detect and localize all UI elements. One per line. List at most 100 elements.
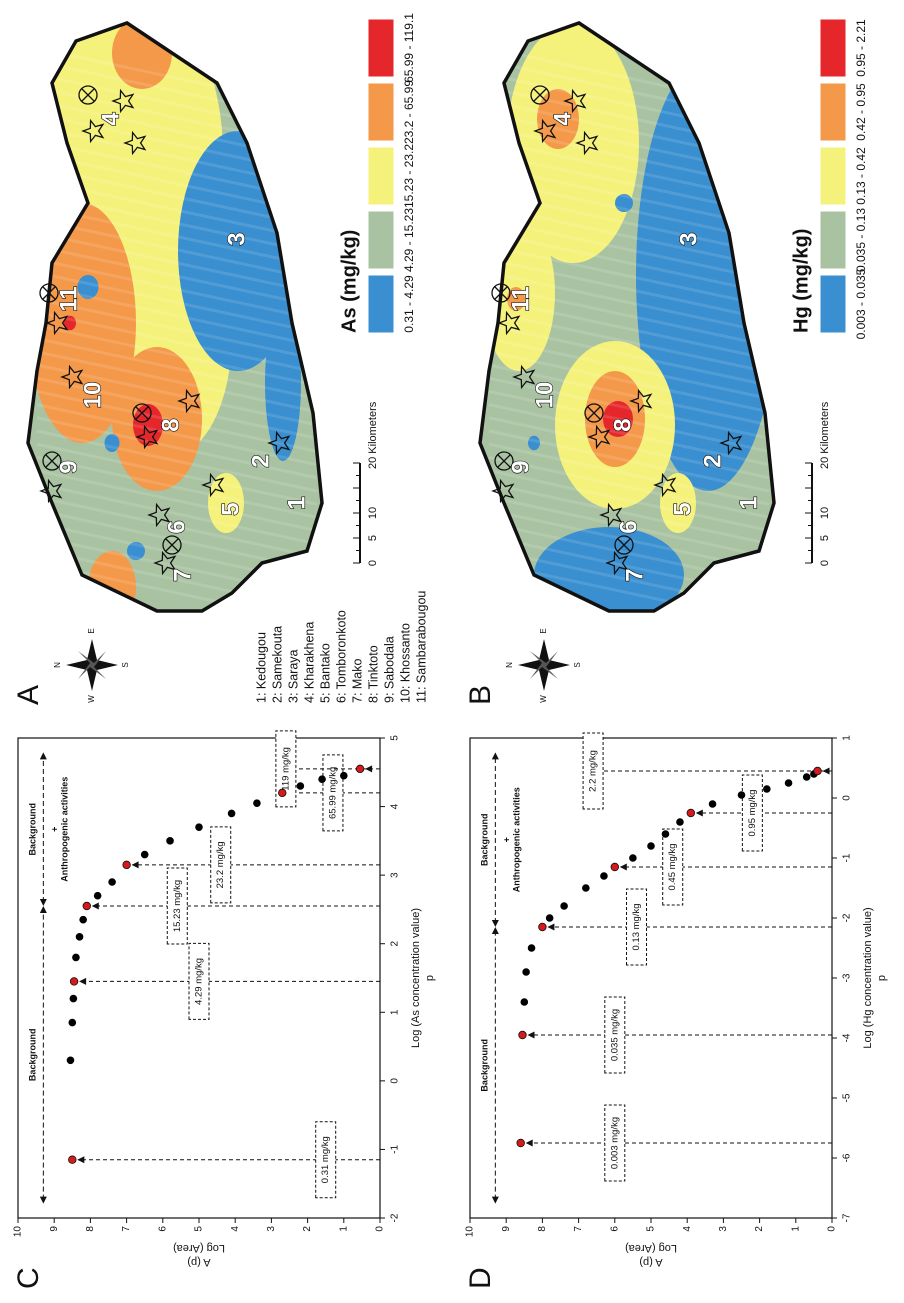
threshold-point: [687, 809, 695, 817]
threshold-label: 119 mg/kg: [280, 747, 291, 791]
site-list-item: 9: Sabodala: [382, 636, 396, 703]
site-list-item: 8: Tinktoto: [366, 645, 380, 703]
legend-label: 23.2 - 65.99: [402, 80, 416, 144]
y-tick-label: 1: [338, 1226, 349, 1232]
site-number: 8: [157, 418, 184, 431]
threshold-point: [539, 923, 547, 931]
region-label: Background: [480, 813, 490, 866]
y-tick-label: 5: [194, 1226, 205, 1232]
y-tick-label: 2: [302, 1226, 313, 1232]
arrowhead: [526, 1140, 533, 1147]
site-number: 9: [55, 460, 82, 473]
data-point: [785, 779, 793, 787]
y-tick-label: 8: [85, 1226, 96, 1232]
figure: ABCD1234567891011NESW051020 KilometersAs…: [0, 0, 904, 1303]
compass-letter: E: [539, 628, 548, 633]
site-number: 11: [55, 286, 82, 311]
threshold-point: [517, 1139, 525, 1147]
y-axis-label: Log (Area): [625, 1242, 677, 1254]
y-tick-label: 3: [718, 1226, 729, 1232]
y-tick-label: 4: [682, 1226, 693, 1232]
data-point: [528, 944, 536, 952]
arrowhead: [365, 765, 372, 772]
data-point: [629, 854, 637, 862]
scale-label: 10: [367, 507, 379, 519]
legend-swatch: [820, 83, 846, 141]
data-point: [166, 837, 174, 845]
site-number: 3: [675, 232, 702, 245]
figure-rotated: ABCD1234567891011NESW051020 KilometersAs…: [0, 0, 904, 1303]
site-number: 9: [507, 460, 534, 473]
compass-letter: S: [573, 662, 582, 667]
site-number: 10: [79, 382, 106, 409]
y-axis-label-2: A (p): [639, 1256, 662, 1268]
arrowhead: [823, 768, 830, 775]
panel-label: C: [12, 1267, 45, 1289]
scale-label: 0: [367, 560, 379, 566]
x-axis-label-2: p: [876, 975, 888, 981]
site-number: 2: [247, 454, 274, 467]
y-axis-label-2: A (p): [187, 1256, 210, 1268]
threshold-label: 0.31 mg/kg: [320, 1136, 331, 1183]
y-tick-label: 6: [609, 1226, 620, 1232]
data-point: [108, 878, 116, 886]
threshold-point: [519, 1031, 527, 1039]
data-point: [297, 782, 305, 790]
plot-frame: [470, 738, 832, 1218]
legend-swatch: [368, 211, 394, 269]
y-tick-label: 9: [501, 1226, 512, 1232]
data-point: [546, 914, 554, 922]
x-tick-label: 0: [390, 1078, 401, 1084]
threshold-label: 15.23 mg/kg: [172, 880, 183, 932]
data-point: [676, 818, 684, 826]
region-label: Background: [28, 803, 38, 856]
legend-swatch: [820, 19, 846, 77]
x-tick-label: -4: [842, 1033, 853, 1042]
y-tick-label: 6: [157, 1226, 168, 1232]
site-number: 8: [609, 418, 636, 431]
y-tick-label: 7: [573, 1226, 584, 1232]
threshold-label: 0.035 mg/kg: [609, 1009, 620, 1061]
data-point: [94, 892, 102, 900]
threshold-point: [83, 902, 91, 910]
legend-swatch: [368, 19, 394, 77]
legend-label: 0.95 - 2.21: [854, 19, 868, 77]
x-tick-label: 0: [842, 795, 853, 801]
x-tick-label: -3: [842, 973, 853, 982]
scale-label: 0: [819, 560, 831, 566]
site-number: 5: [669, 502, 696, 515]
data-point: [522, 968, 530, 976]
region-label: Background: [480, 1039, 490, 1092]
arrowhead: [696, 810, 703, 817]
site-number: 1: [283, 496, 310, 509]
panel-label: A: [12, 685, 45, 705]
site-list-item: 6: Tomboronkoto: [334, 610, 348, 703]
y-tick-label: 5: [646, 1226, 657, 1232]
site-list-item: 7: Mako: [350, 658, 364, 703]
region-label: +: [50, 827, 60, 832]
legend-label: 15.23 - 23.2: [402, 144, 416, 208]
region-label: Background: [28, 1029, 38, 1082]
site-number: 7: [169, 568, 196, 581]
data-point: [69, 1019, 77, 1027]
x-axis-label: Log (Hg concentration value): [862, 907, 874, 1048]
scale-label: 5: [367, 535, 379, 541]
x-tick-label: -2: [842, 913, 853, 922]
arrowhead: [77, 1156, 84, 1163]
legend-swatch: [820, 275, 846, 333]
arrowhead: [92, 903, 99, 910]
scale-label: 20 Kilometers: [367, 401, 379, 469]
data-point: [72, 954, 80, 962]
site-number: 6: [163, 520, 190, 533]
threshold-point: [278, 789, 286, 797]
y-tick-label: 10: [465, 1226, 476, 1238]
compass-letter: N: [53, 662, 62, 668]
x-tick-label: -1: [390, 1145, 401, 1154]
data-point: [79, 916, 87, 924]
legend-swatch: [368, 83, 394, 141]
site-number: 10: [531, 382, 558, 409]
figure-page: ABCD1234567891011NESW051020 KilometersAs…: [0, 0, 904, 1303]
region-label: Anthropogenic activities: [512, 787, 522, 892]
site-number: 5: [217, 502, 244, 515]
site-list-item: 2: Samekouta: [270, 626, 284, 703]
